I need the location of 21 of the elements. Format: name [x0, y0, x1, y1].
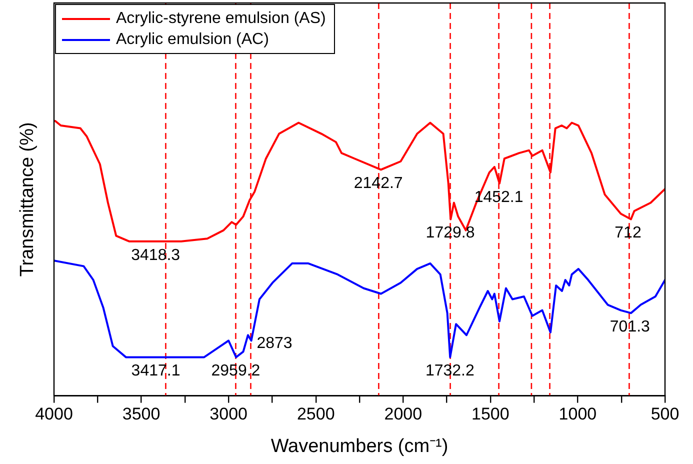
annotation: 701.3 [610, 318, 650, 336]
x-tick-label: 2000 [384, 404, 422, 424]
x-tick-label: 4000 [35, 404, 73, 424]
annotation: 2959.2 [211, 362, 260, 380]
annotation: 1729.8 [426, 224, 475, 242]
annotation: 2873 [256, 335, 292, 352]
x-tick-label: 500 [650, 404, 680, 424]
x-tick-label: 2500 [296, 404, 335, 424]
y-axis-title: Transmittance (%) [17, 122, 38, 277]
x-tick-label: 3500 [122, 404, 160, 424]
annotation: 3417.1 [131, 362, 180, 380]
legend-label: Acrylic emulsion (AC) [116, 30, 269, 50]
x-axis-title: Wavenumbers (cm⁻¹) [270, 436, 448, 457]
x-tick-label: 1000 [558, 404, 597, 424]
annotation: 1732.2 [425, 362, 474, 380]
annotation: 712 [614, 224, 642, 242]
annotation: 3418.3 [131, 246, 180, 264]
annotation: 2142.7 [354, 175, 403, 192]
legend-label: Acrylic-styrene emulsion (AS) [116, 9, 326, 29]
x-tick-label: 1500 [472, 404, 510, 424]
x-tick-label: 3000 [210, 404, 248, 424]
